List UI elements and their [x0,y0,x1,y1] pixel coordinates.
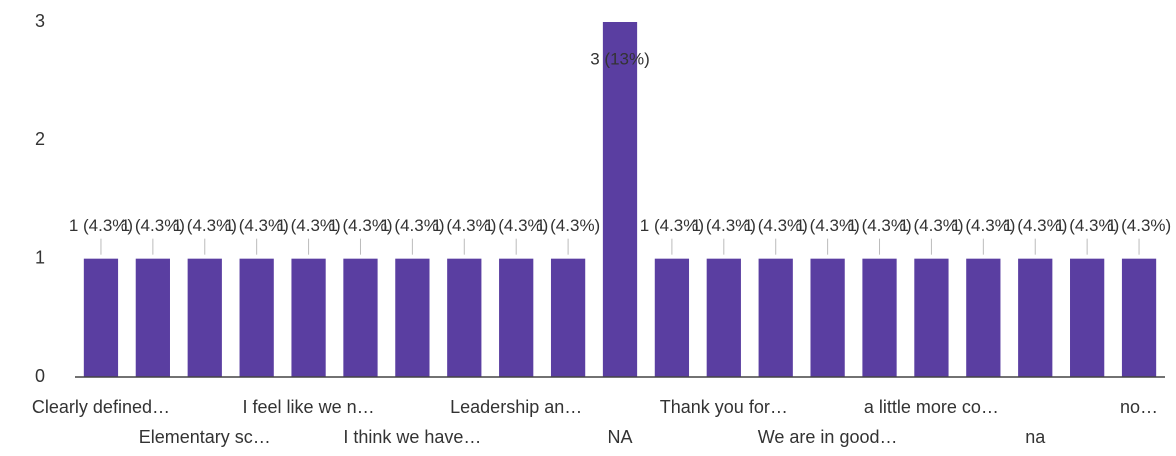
bar [862,258,897,377]
value-label: 1 (4.3%) [692,216,756,235]
value-label: 1 (4.3%) [484,216,548,235]
x-tick-label: a little more co… [864,397,999,417]
value-label: 1 (4.3%) [536,216,600,235]
value-label: 1 (4.3%) [173,216,237,235]
bar [291,258,326,377]
value-label: 1 (4.3%) [432,216,496,235]
bar [966,258,1001,377]
bar [239,258,274,377]
x-tick-label: na [1025,427,1046,447]
bar [1121,258,1157,377]
bar [654,258,690,377]
value-label: 1 (4.3%) [1003,216,1067,235]
x-tick-label: I feel like we n… [243,397,375,417]
y-tick-label: 1 [35,247,45,267]
x-tick-label: no… [1120,397,1158,417]
bar [187,258,222,377]
y-tick-label: 3 [35,11,45,31]
bar [810,258,845,377]
bar [550,258,586,377]
value-label: 1 (4.3%) [640,216,704,235]
bar [343,258,378,377]
value-label: 1 (4.3%) [795,216,859,235]
x-tick-label: Clearly defined… [32,397,170,417]
bar [395,258,430,377]
bar [83,258,119,377]
x-tick-label: Thank you for… [660,397,788,417]
value-label: 1 (4.3%) [847,216,911,235]
value-label: 1 (4.3%) [899,216,963,235]
x-tick-label: We are in good… [758,427,898,447]
x-tick-label: Elementary sc… [139,427,271,447]
bar [758,258,793,377]
y-tick-label: 0 [35,366,45,386]
bar [447,258,482,377]
value-label: 1 (4.3%) [380,216,444,235]
value-label: 1 (4.3%) [1107,216,1171,235]
value-label: 1 (4.3%) [951,216,1015,235]
bar [1018,258,1053,377]
value-label: 1 (4.3%) [276,216,340,235]
bar [499,258,534,377]
bar [1070,258,1105,377]
x-tick-label: Leadership an… [450,397,582,417]
value-label: 3 (13%) [590,49,650,68]
x-tick-label: I think we have… [343,427,481,447]
y-tick-label: 2 [35,129,45,149]
value-label: 1 (4.3%) [1055,216,1119,235]
bar [135,258,170,377]
bar [706,258,741,377]
value-label: 1 (4.3%) [328,216,392,235]
x-tick-label: NA [607,427,632,447]
bar [914,258,949,377]
value-label: 1 (4.3%) [69,216,133,235]
value-label: 1 (4.3%) [121,216,185,235]
bar [602,22,638,377]
value-label: 1 (4.3%) [225,216,289,235]
value-label: 1 (4.3%) [744,216,808,235]
